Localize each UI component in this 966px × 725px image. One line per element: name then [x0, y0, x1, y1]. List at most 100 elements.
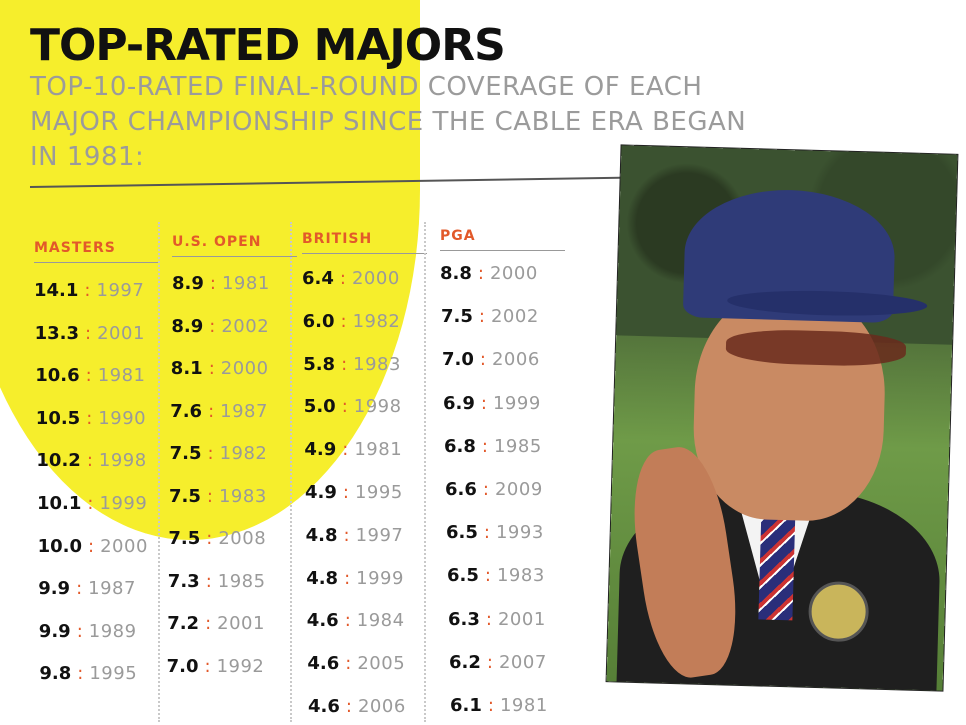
- rating-row: 7.5:1982: [170, 443, 268, 464]
- year-value: 1992: [216, 655, 265, 677]
- rating-value: 6.8: [444, 435, 476, 457]
- rating-value: 7.6: [170, 400, 203, 422]
- rating-value: 6.2: [449, 651, 481, 673]
- rating-value: 10.5: [35, 407, 81, 429]
- rating-value: 10.6: [35, 365, 80, 387]
- rating-row: 6.1:1981: [450, 695, 548, 716]
- rating-row: 7.5:1983: [169, 486, 267, 507]
- separator: :: [342, 482, 349, 503]
- rating-value: 10.1: [37, 493, 82, 514]
- year-value: 2008: [218, 528, 267, 549]
- column-header: BRITISH: [302, 231, 373, 247]
- year-value: 1983: [496, 565, 545, 587]
- year-value: 1982: [219, 443, 268, 464]
- year-value: 2000: [100, 535, 148, 557]
- rating-row: 6.6:2009: [445, 479, 543, 500]
- year-value: 1985: [217, 570, 266, 592]
- year-value: 1983: [218, 485, 267, 507]
- rating-value: 6.5: [446, 522, 478, 544]
- separator: :: [478, 306, 485, 328]
- rating-row: 6.8:1985: [444, 436, 542, 457]
- rating-value: 6.6: [445, 479, 477, 500]
- separator: :: [486, 651, 493, 673]
- year-value: 1997: [96, 280, 145, 301]
- separator: :: [206, 485, 213, 507]
- rating-value: 4.6: [307, 653, 340, 675]
- separator: :: [204, 655, 211, 677]
- rating-row: 9.9:1987: [38, 578, 136, 599]
- rating-value: 7.5: [169, 485, 201, 507]
- rating-value: 4.6: [306, 610, 339, 632]
- rating-row: 7.6:1987: [170, 401, 268, 422]
- separator: :: [85, 365, 92, 387]
- separator: :: [205, 570, 212, 592]
- separator: :: [344, 567, 351, 589]
- rating-row: 4.6:2005: [307, 653, 405, 674]
- separator: :: [87, 493, 94, 514]
- column-divider: [290, 222, 292, 722]
- year-value: 1982: [352, 310, 401, 332]
- column-header: MASTERS: [34, 240, 116, 256]
- rating-value: 6.3: [448, 608, 480, 630]
- rating-row: 8.1:2000: [171, 358, 269, 379]
- rating-row: 5.0:1998: [304, 396, 402, 417]
- rating-value: 5.0: [303, 396, 336, 418]
- rating-row: 8.8:2000: [440, 263, 538, 284]
- rating-value: 9.9: [38, 620, 71, 642]
- rating-value: 13.3: [34, 322, 80, 344]
- rating-value: 8.9: [171, 315, 204, 337]
- rating-value: 8.9: [172, 273, 204, 294]
- separator: :: [340, 310, 347, 332]
- year-value: 1989: [88, 620, 137, 642]
- separator: :: [487, 695, 494, 716]
- rating-row: 6.5:1983: [447, 565, 545, 586]
- separator: :: [205, 613, 212, 634]
- year-value: 1997: [355, 524, 404, 546]
- column-header-underline: [34, 262, 159, 263]
- separator: :: [344, 610, 351, 632]
- rating-row: 13.3:2001: [35, 323, 145, 344]
- rating-row: 6.4:2000: [302, 268, 400, 289]
- rating-value: 7.3: [167, 570, 200, 592]
- rating-value: 8.1: [170, 358, 203, 379]
- rating-row: 6.0:1982: [303, 311, 401, 332]
- face: [691, 287, 888, 523]
- rating-value: 6.9: [443, 392, 475, 414]
- year-value: 2005: [357, 653, 406, 675]
- rating-row: 4.9:1995: [305, 482, 403, 503]
- rating-row: 6.2:2007: [449, 652, 547, 673]
- rating-row: 7.5:2008: [168, 528, 266, 549]
- rating-value: 7.5: [168, 528, 201, 549]
- separator: :: [85, 322, 92, 344]
- rating-row: 8.9:1981: [172, 273, 270, 294]
- separator: :: [484, 565, 491, 587]
- rating-row: 9.8:1995: [39, 663, 137, 684]
- rating-value: 7.2: [167, 613, 200, 634]
- separator: :: [76, 620, 83, 642]
- separator: :: [345, 653, 352, 675]
- column-header-underline: [172, 256, 297, 257]
- separator: :: [76, 578, 83, 600]
- column-divider: [158, 222, 160, 722]
- rating-value: 4.9: [304, 439, 337, 461]
- year-value: 1990: [98, 407, 147, 429]
- year-value: 1987: [88, 578, 136, 600]
- rating-row: 4.9:1981: [304, 439, 402, 460]
- rating-row: 6.5:1993: [446, 522, 544, 543]
- year-value: 1999: [356, 567, 404, 589]
- rating-value: 5.8: [303, 353, 336, 375]
- year-value: 2001: [97, 322, 145, 344]
- separator: :: [343, 524, 350, 546]
- separator: :: [86, 450, 93, 472]
- separator: :: [206, 528, 213, 549]
- rating-row: 4.6:2006: [308, 696, 406, 717]
- rating-row: 7.0:1992: [167, 656, 265, 677]
- rating-row: 8.9:2002: [171, 316, 269, 337]
- rating-value: 4.6: [308, 696, 340, 717]
- separator: :: [479, 349, 486, 371]
- rating-value: 9.9: [38, 578, 71, 600]
- rating-row: 10.0:2000: [38, 536, 148, 557]
- year-value: 1998: [98, 450, 147, 472]
- year-value: 1985: [493, 435, 542, 457]
- year-value: 2001: [217, 613, 265, 634]
